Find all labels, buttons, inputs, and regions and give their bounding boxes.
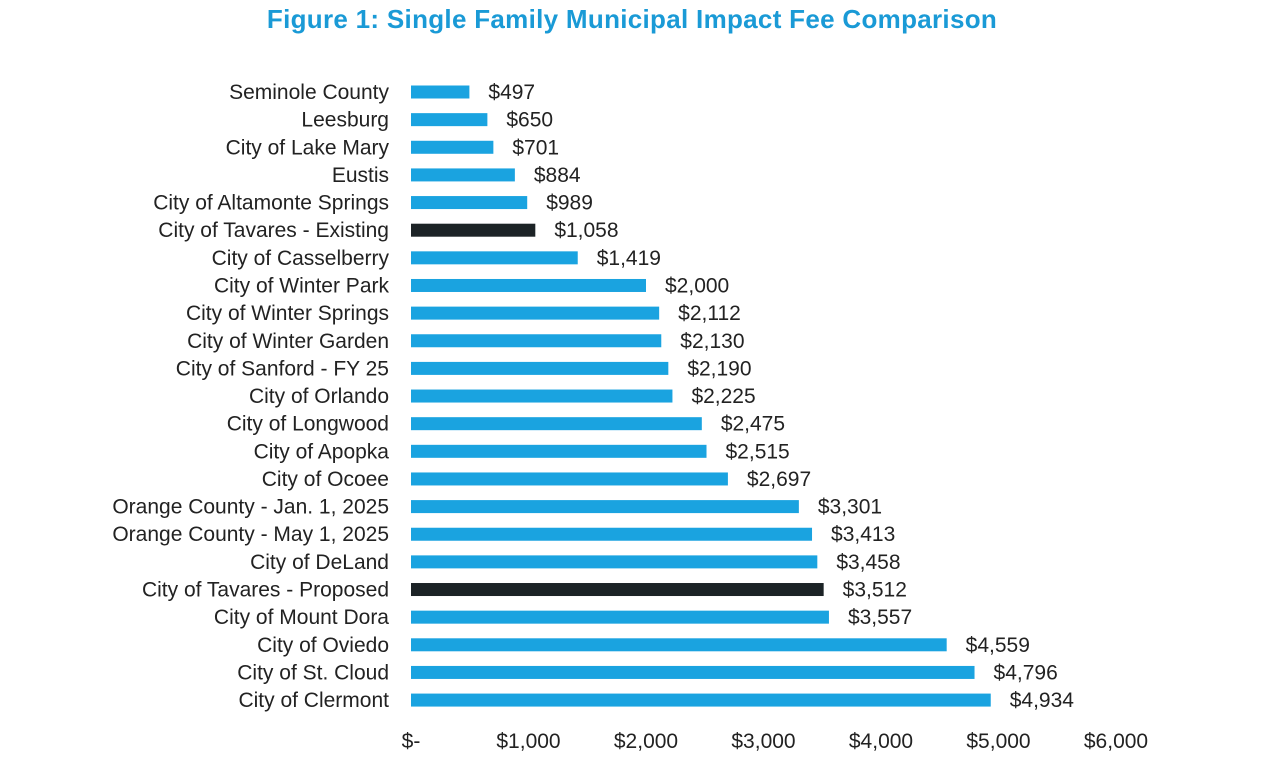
- data-label: $2,190: [687, 357, 751, 380]
- bar: [411, 472, 728, 486]
- bar: [411, 168, 515, 182]
- data-label: $3,512: [843, 579, 907, 602]
- data-label: $884: [534, 164, 581, 187]
- category-label: City of Tavares - Existing: [158, 219, 389, 242]
- category-label: Leesburg: [301, 109, 389, 132]
- category-label: City of St. Cloud: [237, 661, 389, 684]
- category-label: City of DeLand: [250, 551, 389, 574]
- data-label: $650: [506, 109, 553, 132]
- category-label: City of Winter Springs: [186, 302, 389, 325]
- bar-highlighted: [411, 223, 536, 237]
- bar: [411, 500, 799, 514]
- x-tick-label: $-: [402, 730, 421, 753]
- bar: [411, 389, 673, 403]
- data-label: $3,557: [848, 606, 912, 629]
- data-label: $1,419: [597, 247, 661, 270]
- category-label: Orange County - Jan. 1, 2025: [112, 496, 389, 519]
- data-label: $4,796: [994, 661, 1058, 684]
- category-label: City of Ocoee: [262, 468, 389, 491]
- bar-highlighted: [411, 583, 824, 597]
- category-label: City of Lake Mary: [226, 136, 390, 159]
- category-label: City of Tavares - Proposed: [142, 579, 389, 602]
- x-tick-label: $4,000: [849, 730, 913, 753]
- bar: [411, 638, 947, 652]
- data-label: $3,301: [818, 496, 882, 519]
- bar: [411, 85, 470, 99]
- data-label: $4,559: [966, 634, 1030, 657]
- bar: [411, 610, 829, 624]
- category-label: Eustis: [332, 164, 389, 187]
- category-label: City of Casselberry: [212, 247, 390, 270]
- bar: [411, 444, 707, 458]
- x-tick-label: $5,000: [966, 730, 1030, 753]
- bar: [411, 278, 646, 292]
- bar: [411, 140, 494, 154]
- bar: [411, 665, 975, 679]
- bar: [411, 306, 660, 320]
- data-label: $1,058: [554, 219, 618, 242]
- bar: [411, 196, 528, 210]
- data-label: $2,130: [680, 330, 744, 353]
- category-label: City of Sanford - FY 25: [176, 357, 389, 380]
- category-label: City of Apopka: [254, 440, 390, 463]
- category-label: Orange County - May 1, 2025: [112, 523, 389, 546]
- x-tick-label: $2,000: [614, 730, 678, 753]
- category-label: City of Longwood: [227, 413, 389, 436]
- chart-title: Figure 1: Single Family Municipal Impact…: [266, 4, 998, 34]
- data-label: $2,515: [726, 440, 790, 463]
- data-label: $989: [546, 192, 593, 215]
- category-label: City of Winter Park: [214, 274, 390, 297]
- bar: [411, 527, 813, 541]
- category-label: City of Mount Dora: [214, 606, 389, 629]
- data-label: $2,000: [665, 274, 729, 297]
- bar: [411, 113, 488, 127]
- bar: [411, 693, 991, 707]
- category-label: City of Winter Garden: [187, 330, 389, 353]
- bar: [411, 361, 669, 375]
- data-label: $2,112: [678, 302, 741, 325]
- data-label: $3,413: [831, 523, 895, 546]
- data-label: $2,475: [721, 413, 785, 436]
- bar: [411, 417, 702, 431]
- data-label: $4,934: [1010, 689, 1075, 712]
- data-label: $2,225: [691, 385, 755, 408]
- category-label: City of Clermont: [238, 689, 389, 712]
- data-label: $497: [488, 81, 535, 104]
- data-label: $3,458: [836, 551, 900, 574]
- x-tick-label: $3,000: [731, 730, 795, 753]
- category-label: City of Altamonte Springs: [153, 192, 389, 215]
- x-tick-label: $1,000: [496, 730, 560, 753]
- bar: [411, 555, 818, 569]
- bar: [411, 334, 662, 348]
- category-label: City of Oviedo: [257, 634, 389, 657]
- bar: [411, 251, 578, 265]
- category-label: City of Orlando: [249, 385, 389, 408]
- data-label: $2,697: [747, 468, 811, 491]
- data-label: $701: [512, 136, 559, 159]
- category-label: Seminole County: [229, 81, 389, 104]
- x-tick-label: $6,000: [1084, 730, 1148, 753]
